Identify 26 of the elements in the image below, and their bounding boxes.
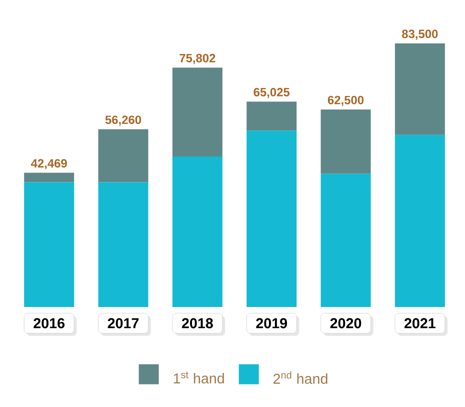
- annotation: 42,469: [30, 159, 67, 170]
- annotation: 62,500: [328, 96, 364, 106]
- x-tick-label: 2020: [330, 318, 362, 328]
- annotation: 75,802: [180, 54, 216, 64]
- bar: [24, 182, 74, 307]
- bar: [394, 134, 445, 307]
- x-tick-label: 2021: [404, 318, 436, 328]
- bar: [172, 156, 222, 307]
- x-tick-label: 2019: [256, 318, 287, 328]
- bar: [98, 182, 148, 307]
- x-tick-label: 2016: [34, 318, 65, 328]
- bar: [24, 172, 74, 182]
- bar: [394, 43, 445, 135]
- annotation: 56,260: [105, 116, 142, 126]
- bar: [246, 102, 297, 131]
- legend-label: 1$^{st}$ hand: [174, 372, 224, 384]
- bar: [172, 68, 222, 156]
- bar: [98, 129, 148, 182]
- annotation: 83,500: [402, 30, 438, 40]
- bar: [320, 174, 371, 307]
- bar: [320, 110, 371, 174]
- legend-label: 2$^{nd}$ hand: [273, 371, 328, 384]
- x-tick-label: 2018: [182, 318, 213, 328]
- annotation: 65,025: [254, 88, 290, 98]
- bar: [246, 130, 297, 307]
- x-tick-label: 2017: [108, 318, 139, 328]
